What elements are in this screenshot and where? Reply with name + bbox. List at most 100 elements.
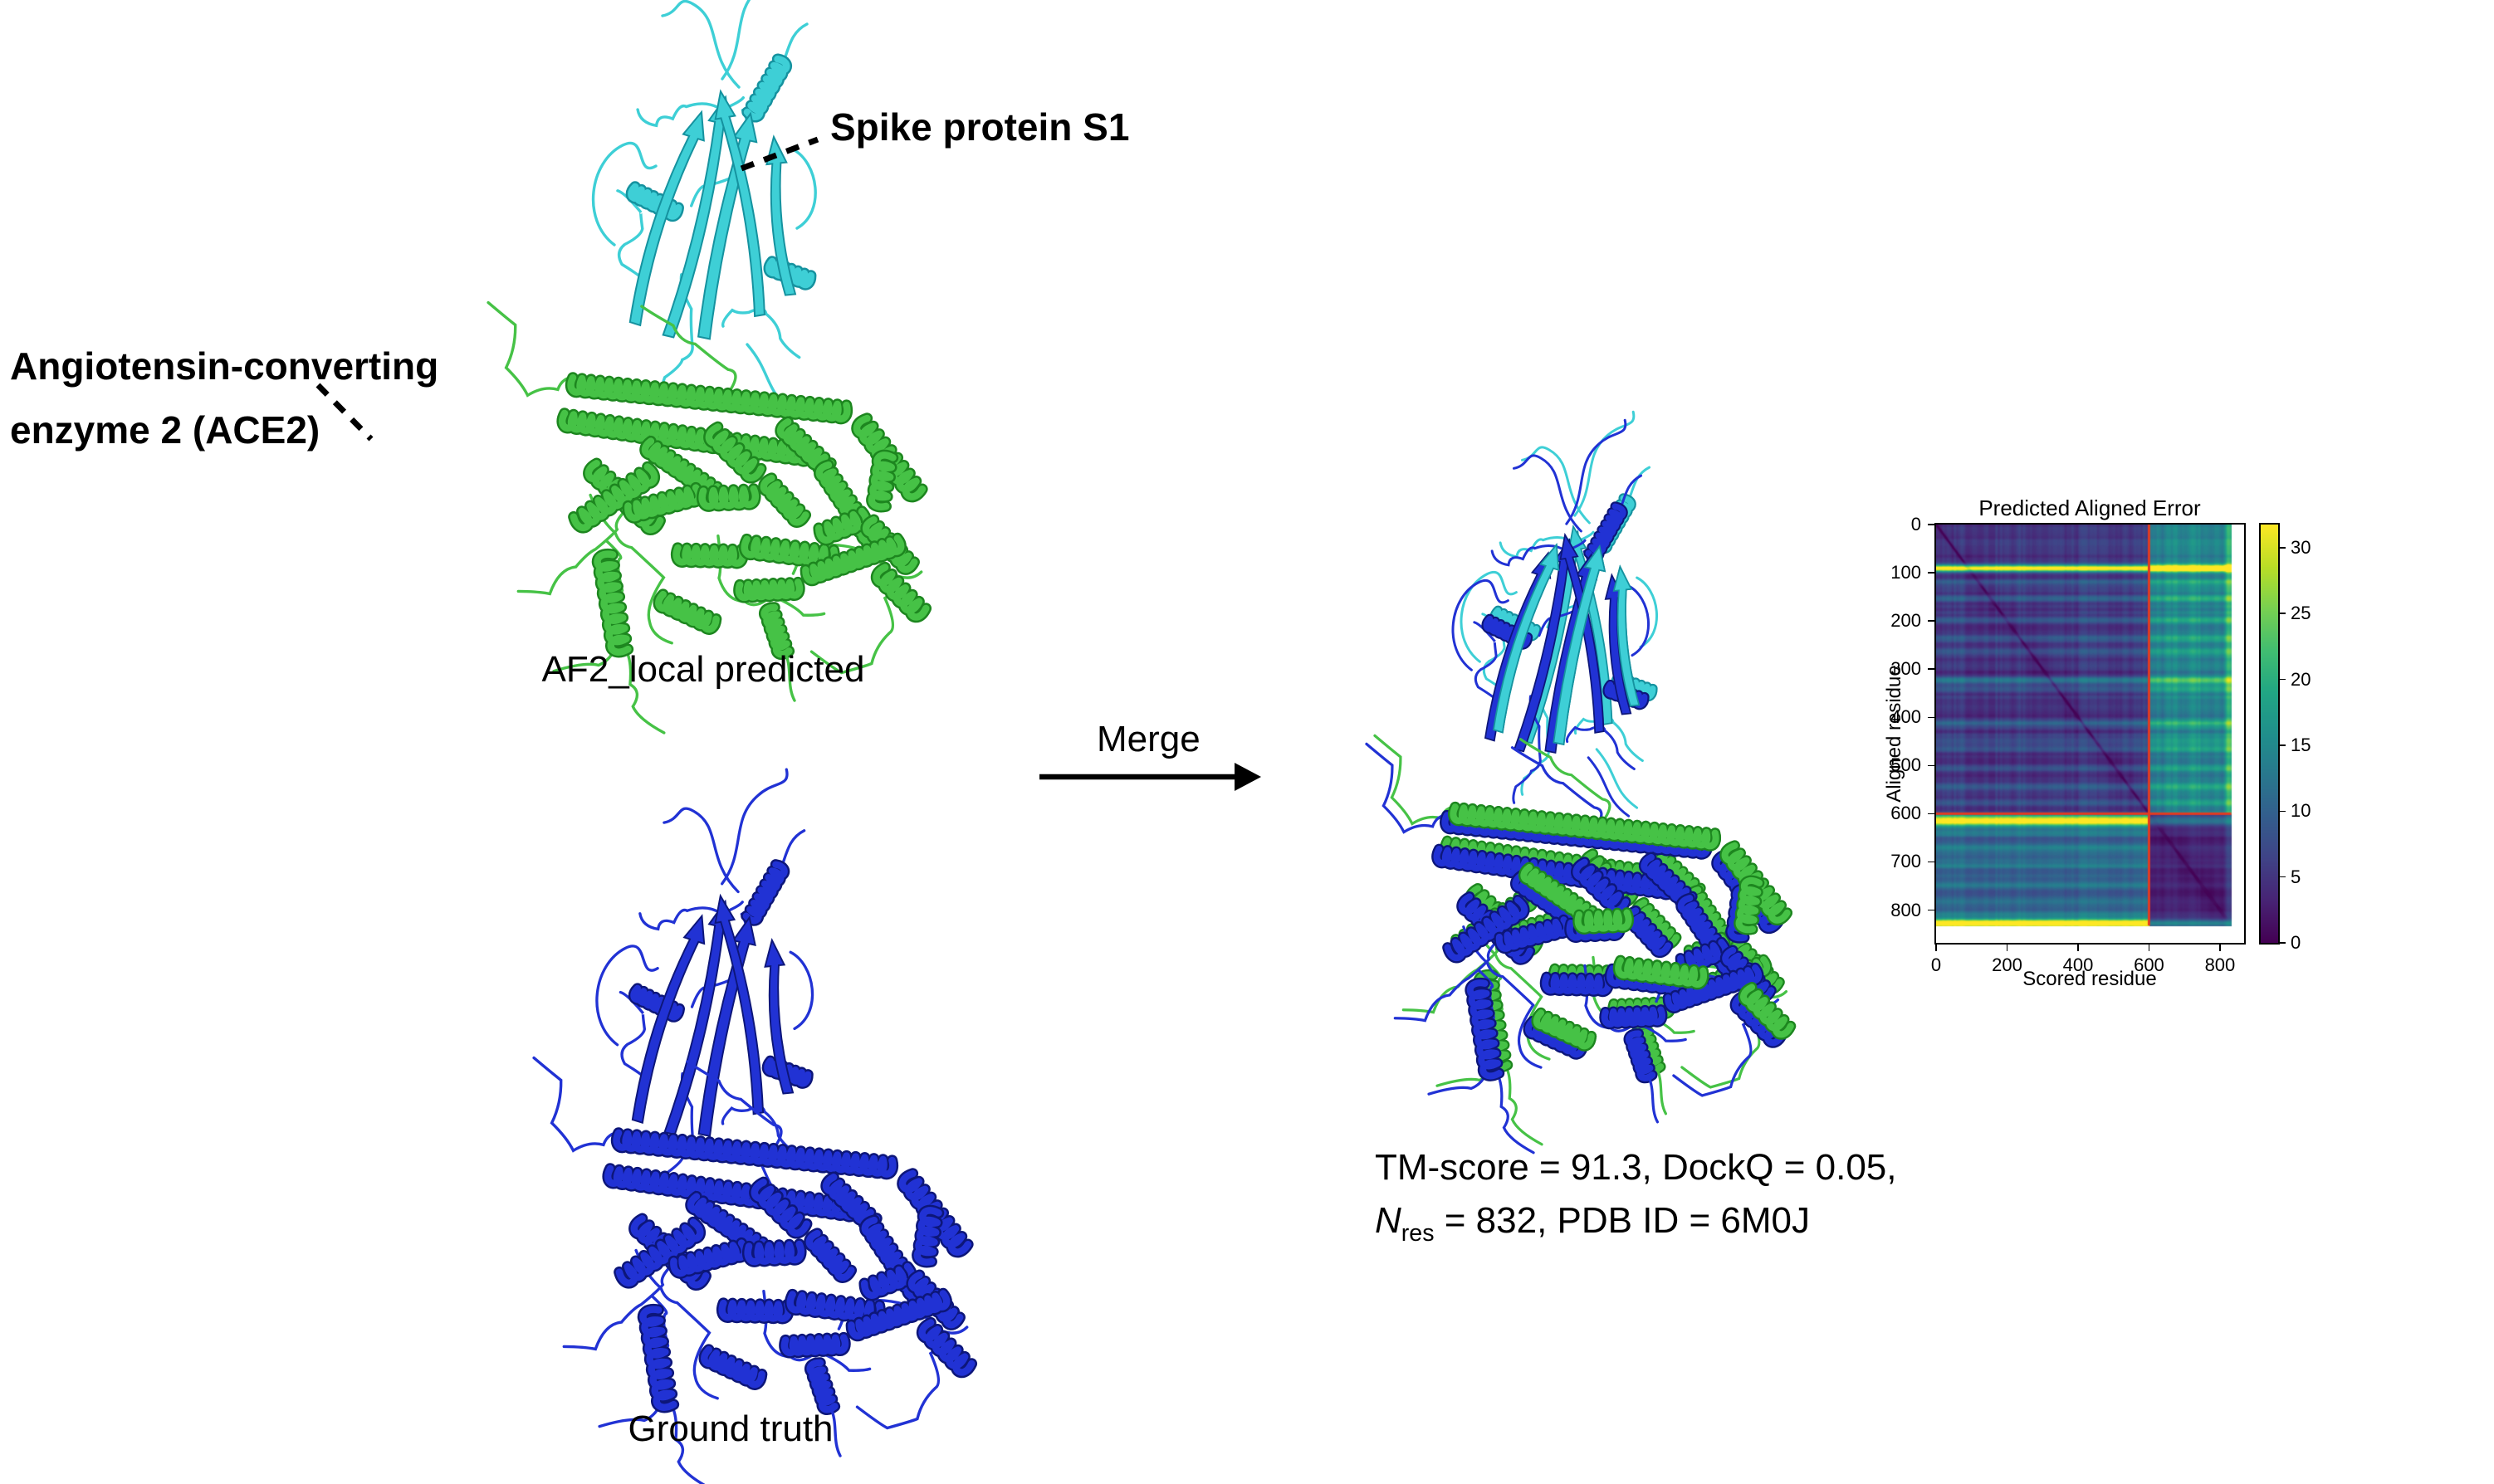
helix-ribbon xyxy=(918,1319,976,1376)
helix-ribbon xyxy=(848,1290,951,1340)
pae-x-tickmark xyxy=(1935,945,1937,951)
loop-coil xyxy=(1512,695,1542,804)
spike-callout-dashed-line xyxy=(740,136,819,172)
ace2-callout-dashed-line xyxy=(315,383,374,442)
loop-coil xyxy=(762,1290,872,1372)
pae-y-ticklabel: 400 xyxy=(1890,706,1921,728)
pae-x-tickmark xyxy=(2148,945,2150,951)
stats-line2: Nres = 832, PDB ID = 6M0J xyxy=(1375,1194,1896,1260)
pae-x-tickmark xyxy=(2077,945,2079,951)
loop-coil xyxy=(829,1405,842,1457)
pae-y-tickmark xyxy=(1928,668,1934,670)
helix-ribbon xyxy=(1533,1009,1595,1050)
helix-ribbon xyxy=(1433,846,1676,898)
helix-ribbon xyxy=(1641,853,1696,908)
loop-coil xyxy=(616,189,644,280)
pae-colorbar-ticklabel: 15 xyxy=(2291,734,2311,755)
loop-coil xyxy=(1512,454,1582,533)
helix-ribbon xyxy=(1740,984,1794,1038)
pae-colorbar-ticklabel: 20 xyxy=(2291,668,2311,690)
helix-ribbon xyxy=(760,603,793,658)
loop-coil xyxy=(716,535,826,617)
helix-ribbon xyxy=(806,1359,839,1413)
helix-ribbon xyxy=(1677,939,1729,974)
loop-coil xyxy=(591,141,658,247)
helix-ribbon xyxy=(1601,1006,1666,1028)
merge-label: Merge xyxy=(1097,719,1201,759)
predicted-caption: AF2_local predicted xyxy=(541,649,865,690)
loop-coil xyxy=(1646,1074,1660,1124)
loop-coil xyxy=(516,510,627,596)
loop-coil xyxy=(562,1265,672,1351)
pae-x-ticklabel: 200 xyxy=(1992,954,2022,975)
helix-ribbon xyxy=(670,1239,749,1277)
loop-coil xyxy=(487,300,580,398)
helix-ribbon xyxy=(1626,1030,1656,1081)
helix-ribbon xyxy=(1574,909,1632,933)
pae-y-ticklabel: 800 xyxy=(1890,899,1921,920)
helix-ribbon xyxy=(1444,896,1528,962)
helix-ribbon xyxy=(744,1240,804,1266)
pae-x-ticklabel: 800 xyxy=(2204,954,2236,975)
helix-ribbon xyxy=(780,1334,849,1356)
pae-ylabel: Aligned residue xyxy=(1883,665,1905,803)
stats-line1: TM-score = 91.3, DockQ = 0.05, xyxy=(1375,1147,1897,1188)
beta-strand-arrow xyxy=(631,914,706,1125)
pae-title: Predicted Aligned Error xyxy=(1978,495,2201,520)
pae-y-tickmark xyxy=(1928,764,1934,767)
loop-coil xyxy=(791,148,817,230)
ground-truth-caption: Ground truth xyxy=(628,1408,834,1449)
loop-coil xyxy=(619,990,647,1078)
loop-coil xyxy=(1520,446,1591,525)
merge-arrow xyxy=(1039,763,1261,791)
pae-y-ticklabel: 500 xyxy=(1890,754,1921,776)
helix-ribbon xyxy=(1634,1022,1665,1073)
helix-ribbon xyxy=(873,564,930,621)
loop-coil xyxy=(589,493,673,645)
loop-coil xyxy=(595,945,659,1047)
pae-colorbar-tickmark xyxy=(2280,678,2286,681)
beta-strand-arrow xyxy=(1604,573,1632,715)
beta-strand-arrow xyxy=(765,134,797,296)
helix-ribbon xyxy=(624,484,703,522)
helix-ribbon xyxy=(1665,964,1763,1012)
beta-strand-arrow xyxy=(714,893,765,1115)
pae-colorbar-tickmark xyxy=(2280,744,2286,746)
helix-ribbon xyxy=(1615,957,1708,988)
helix-ribbon xyxy=(1633,899,1680,948)
beta-strand-arrow xyxy=(1612,564,1641,707)
pae-colorbar-tickmark xyxy=(2280,547,2286,549)
loop-coil xyxy=(1583,964,1687,1042)
pae-colorbar xyxy=(2259,523,2280,945)
ace2-label-line2: enzyme 2 (ACE2) xyxy=(10,408,320,452)
helix-ribbon xyxy=(570,463,658,532)
pae-y-ticklabel: 0 xyxy=(1910,514,1921,535)
merge-arrow-head-icon xyxy=(1235,763,1261,791)
helix-ribbon xyxy=(913,1207,942,1266)
helix-ribbon xyxy=(604,1164,860,1220)
merged-spike-predicted-top xyxy=(1492,543,1641,746)
helix-ribbon xyxy=(567,373,851,422)
helix-ribbon xyxy=(655,590,720,633)
beta-strand-arrow xyxy=(714,89,765,318)
loop-coil xyxy=(1587,756,1631,818)
loop-coil xyxy=(1460,570,1518,663)
pae-y-ticklabel: 100 xyxy=(1890,562,1921,583)
loop-coil xyxy=(1473,621,1498,701)
helix-ribbon xyxy=(1735,877,1763,934)
helix-ribbon xyxy=(687,1193,774,1259)
pae-y-tickmark xyxy=(1928,524,1934,525)
helix-ribbon xyxy=(802,535,905,584)
pae-y-ticklabel: 200 xyxy=(1890,610,1921,632)
helix-ribbon xyxy=(698,485,759,510)
pae-xlabel: Scored residue xyxy=(2022,968,2157,990)
loop-coil xyxy=(532,1056,626,1153)
ground-truth-ace2-chain xyxy=(532,1056,978,1484)
helix-ribbon xyxy=(1625,907,1672,956)
spike-s1-chain xyxy=(591,0,817,412)
helix-ribbon xyxy=(860,1262,916,1299)
loop-coil xyxy=(783,650,796,702)
loop-coil xyxy=(721,0,751,81)
pae-heatmap-canvas xyxy=(1936,525,2244,943)
